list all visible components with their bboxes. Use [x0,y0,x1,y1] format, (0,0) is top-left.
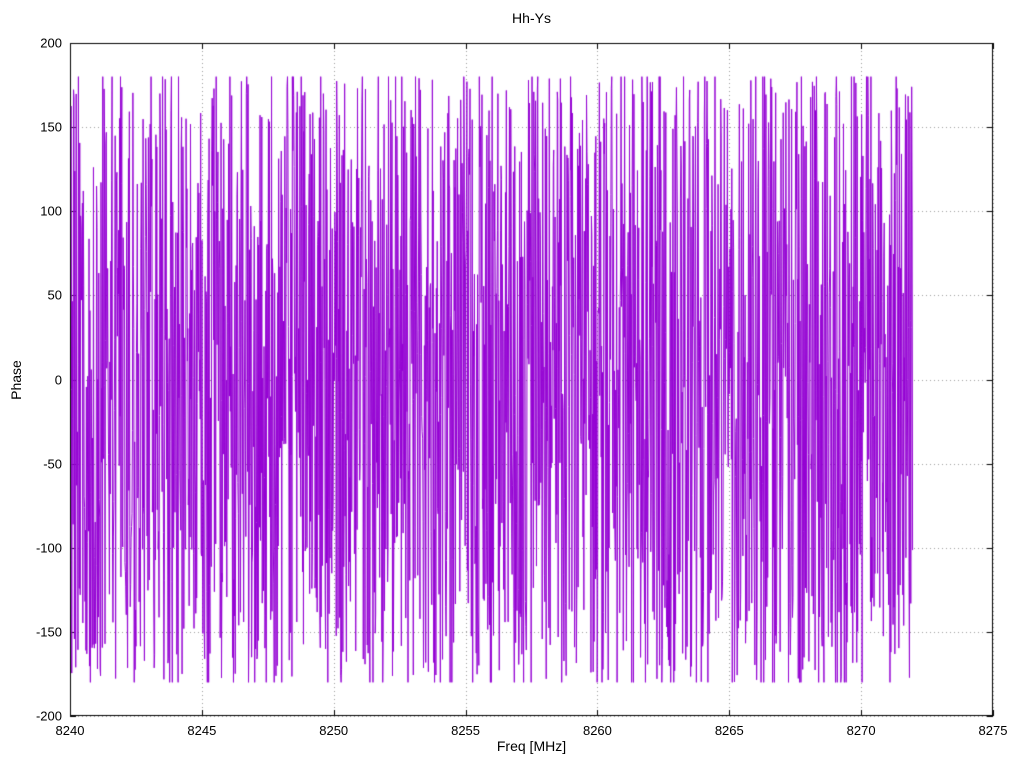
y-tick-label: 150 [40,119,62,135]
y-tick-label: -50 [43,456,62,472]
y-tick-label: -100 [35,540,62,556]
chart-title: Hh-Ys [512,10,551,26]
x-tick-label: 8255 [451,723,481,738]
y-tick-label: 0 [54,372,62,387]
x-tick-label: 8265 [714,723,744,738]
y-tick-label: -150 [35,624,62,640]
x-tick-label: 8275 [978,723,1008,738]
x-tick-label: 8270 [846,723,876,738]
y-tick-label: -200 [35,708,62,724]
x-axis-label: Freq [MHz] [496,738,567,754]
x-tick-label: 8240 [55,723,85,738]
x-tick-label: 8245 [187,723,217,738]
x-tick-label: 8250 [319,723,349,738]
y-tick-label: 100 [40,203,62,219]
y-axis-label: Phase [8,360,24,400]
y-tick-label: 50 [47,287,62,303]
x-tick-label: 8260 [582,723,612,738]
y-tick-label: 200 [40,35,62,51]
